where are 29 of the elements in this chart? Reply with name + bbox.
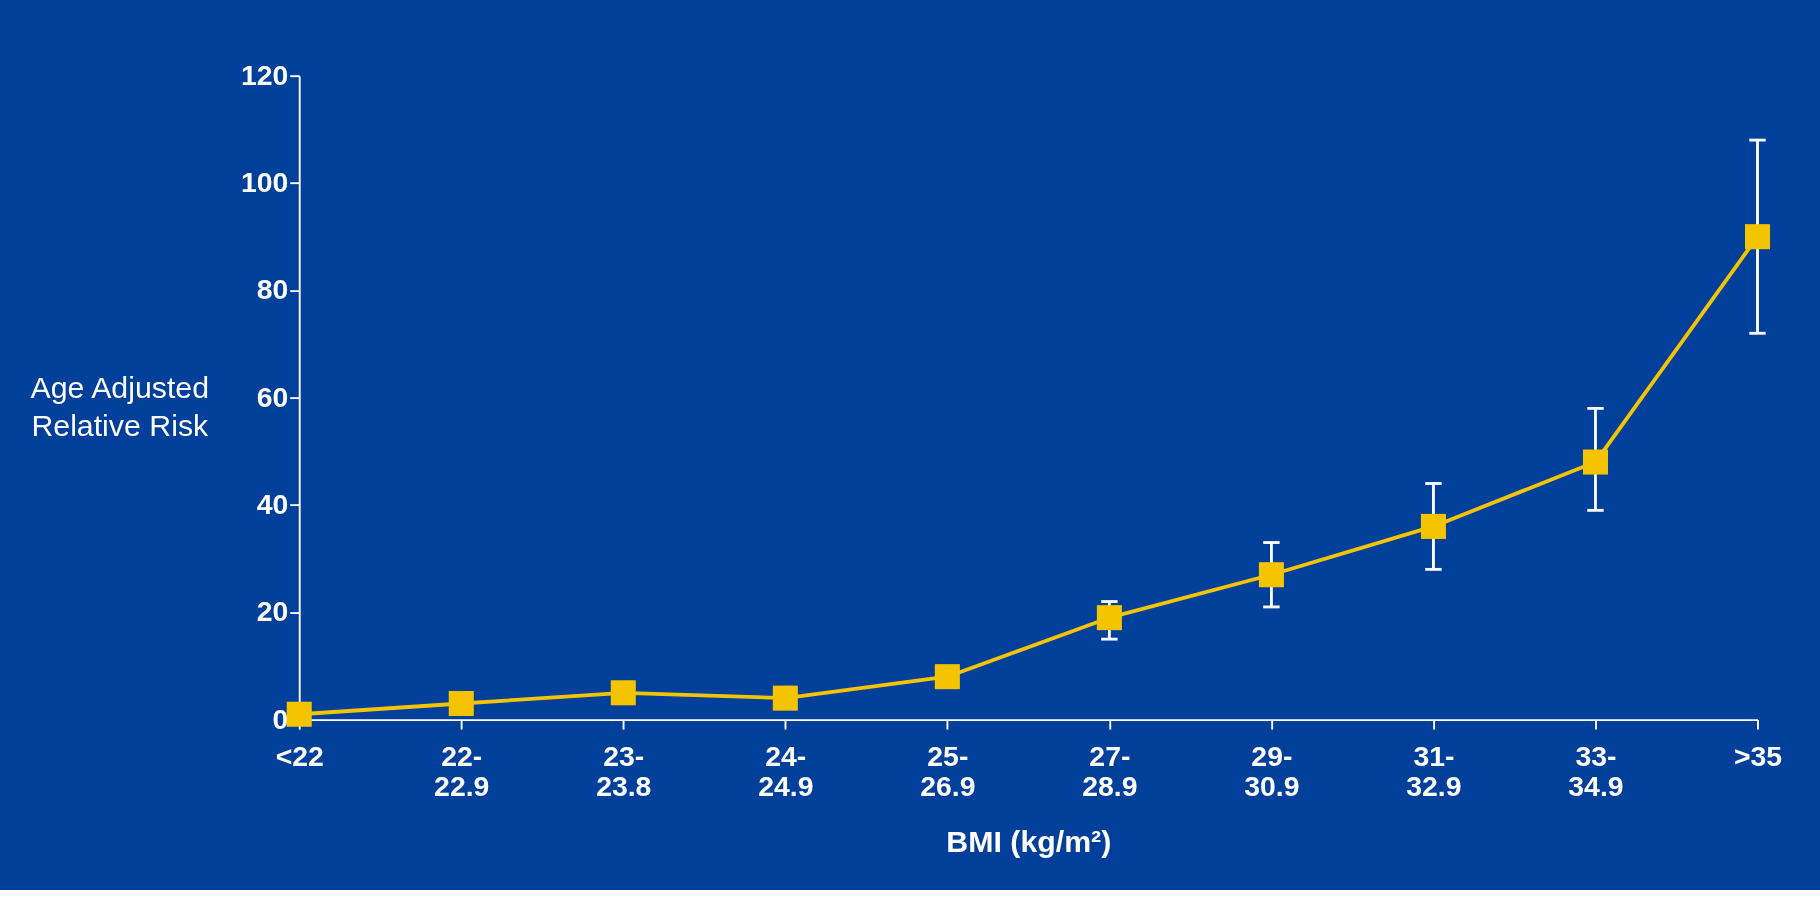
y-tick-label: 0 <box>272 702 289 735</box>
y-tick-label: 100 <box>240 166 289 199</box>
x-tick-label: 25- 26.9 <box>920 739 976 802</box>
point <box>610 680 636 706</box>
point <box>1744 224 1771 250</box>
x-tick-label: 24- 24.9 <box>758 739 814 802</box>
x-tick-label: <22 <box>275 739 324 772</box>
x-tick-label: 22- 22.9 <box>434 739 490 802</box>
point <box>772 685 798 711</box>
x-tick-label: 31- 32.9 <box>1406 739 1462 802</box>
point <box>1420 513 1446 539</box>
x-axis-title: BMI (kg/m²) <box>946 824 1112 858</box>
point <box>448 690 474 717</box>
point <box>1258 562 1284 588</box>
point <box>934 664 960 690</box>
y-tick-label: 60 <box>256 380 289 413</box>
x-tick-label: 29- 30.9 <box>1244 739 1300 802</box>
x-tick-label: 23- 23.8 <box>596 739 652 802</box>
point <box>1096 605 1122 631</box>
y-tick-label: 120 <box>240 58 289 91</box>
x-tick-label: 33- 34.9 <box>1568 739 1624 802</box>
y-axis-title: Age Adjusted Relative Risk <box>30 371 210 442</box>
x-tick-label: 27- 28.9 <box>1082 739 1138 802</box>
x-tick-label: >35 <box>1733 739 1783 772</box>
point <box>286 701 312 727</box>
point <box>1582 449 1608 475</box>
y-tick-label: 80 <box>256 273 289 306</box>
y-tick-label: 40 <box>256 487 289 520</box>
y-tick-label: 20 <box>256 595 289 628</box>
